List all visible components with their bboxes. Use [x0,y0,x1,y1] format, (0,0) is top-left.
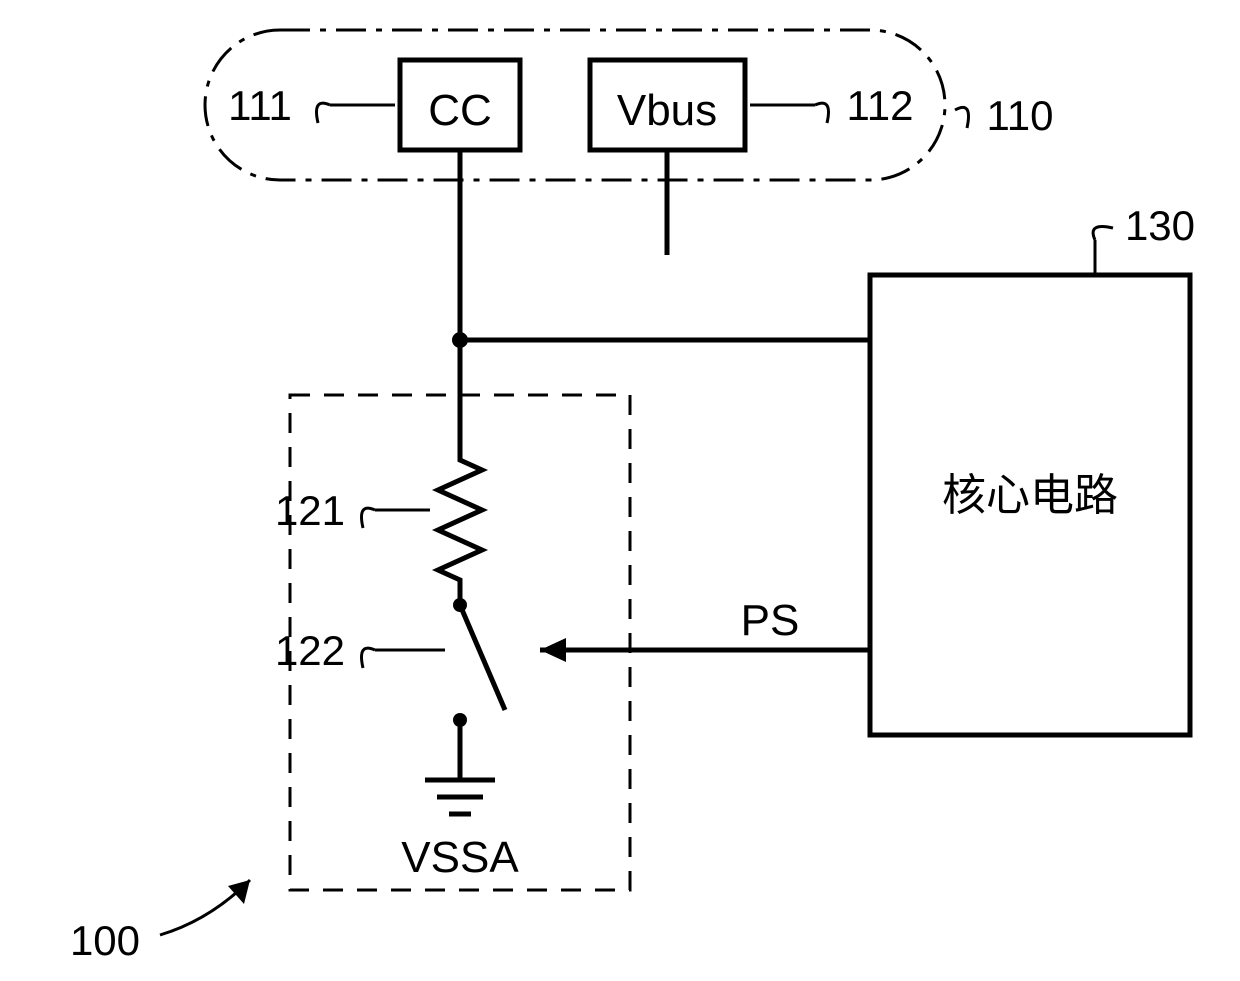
ref-112-text: 112 [847,82,914,129]
ref-130-hook [1093,227,1113,241]
ref-111-hook [317,103,331,123]
arrow-ps [540,638,566,662]
connector-group: CC Vbus 111 112 110 [205,30,1053,180]
ps-label: PS [741,596,800,645]
ref-111-text: 111 [228,82,292,129]
ground-label: VSSA [401,833,519,882]
ref-100-text: 100 [70,917,140,964]
ref-121-text: 121 [275,487,345,534]
resistor-symbol [438,450,482,600]
ref-110-text: 110 [987,92,1054,139]
ref-100-arrow-head [228,880,250,904]
cc-pin-label: CC [428,86,492,135]
ground-symbol [425,780,495,814]
ref-121-hook [362,508,376,528]
switch-arm [460,605,505,710]
ref-130-text: 130 [1125,202,1195,249]
connector-outline [205,30,945,180]
core-block-text: 核心电路 [942,471,1118,520]
ref-112-hook [815,103,829,123]
ref-122-hook [362,648,376,668]
ref-122-text: 122 [275,627,345,674]
vbus-pin-label: Vbus [617,86,717,135]
ref-110-hook [955,107,969,128]
